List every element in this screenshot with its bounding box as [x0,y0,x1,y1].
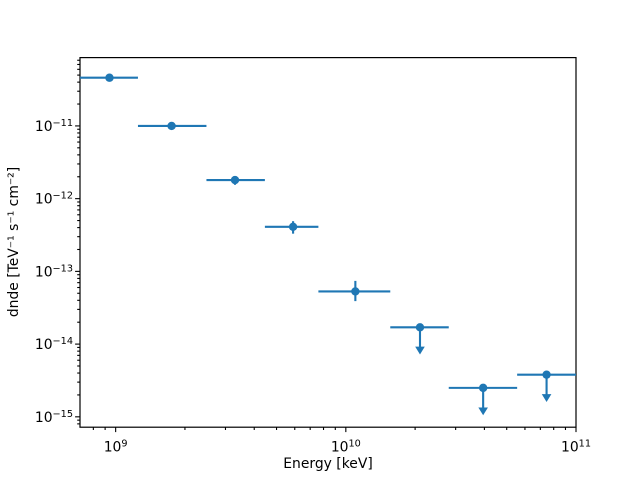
data-point [80,73,138,82]
data-point-marker [478,383,488,393]
data-point [318,280,391,302]
x-axis: 109 1010 1011 [92,427,591,456]
x-tick-label: 1011 [561,439,591,456]
data-point-marker [415,323,425,332]
data-point-marker [351,287,360,296]
data-point-marker [288,222,298,232]
y-axis-label: dnde [TeV⁻¹ s⁻¹ cm⁻²] [6,166,23,318]
data-point [137,121,207,131]
data-point [264,221,319,234]
x-axis-label: Energy [keV] [283,456,373,473]
y-axis: 10−11 10−12 10−13 10−14 10−15 [35,59,80,426]
y-tick-label: 10−12 [35,191,73,208]
upper-limit-arrow-head [415,346,425,355]
upper-limit-arrow-head [478,407,488,416]
y-tick-label: 10−14 [35,336,73,353]
data-point-marker [542,370,551,379]
data-point [517,370,576,402]
data-point [448,383,518,416]
data-point [390,323,449,355]
x-tick-label: 1010 [331,439,361,456]
y-tick-label: 10−15 [35,409,73,426]
data-point-marker [167,121,176,131]
upper-limit-arrow-head [541,394,552,402]
data-point [206,175,265,185]
axes-spines [79,56,577,428]
y-tick-label: 10−11 [35,118,73,135]
data-point-marker [230,175,240,185]
data-point-marker [105,73,114,82]
x-tick-label: 109 [104,439,128,456]
y-tick-label: 10−13 [35,263,73,280]
flux-points-series [80,73,576,416]
